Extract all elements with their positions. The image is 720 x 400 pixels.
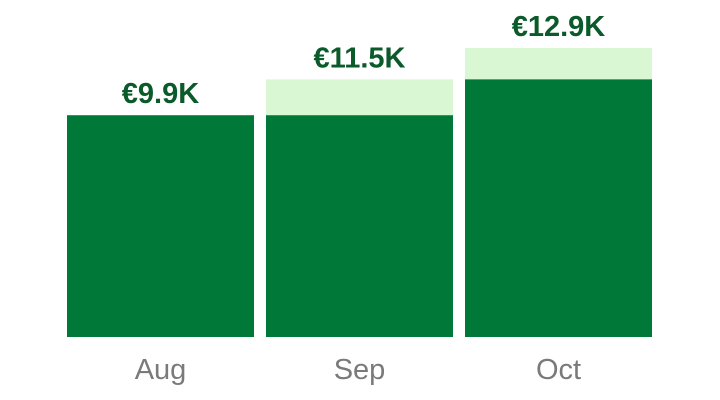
bar-oct: [465, 79, 652, 337]
bars-group: [67, 48, 652, 337]
value-label-sep: €11.5K: [314, 42, 406, 74]
bar-aug: [67, 115, 254, 337]
category-label-oct: Oct: [536, 354, 581, 386]
value-label-oct: €12.9K: [512, 11, 606, 43]
labels-group: €9.9K Aug €11.5K Sep €12.9K Oct: [122, 11, 606, 386]
bar-increment-oct: [465, 48, 652, 80]
bar-sep: [266, 115, 453, 337]
category-label-sep: Sep: [334, 354, 386, 386]
value-label-aug: €9.9K: [122, 78, 199, 110]
category-label-aug: Aug: [135, 354, 187, 386]
bar-increment-sep: [266, 79, 453, 116]
